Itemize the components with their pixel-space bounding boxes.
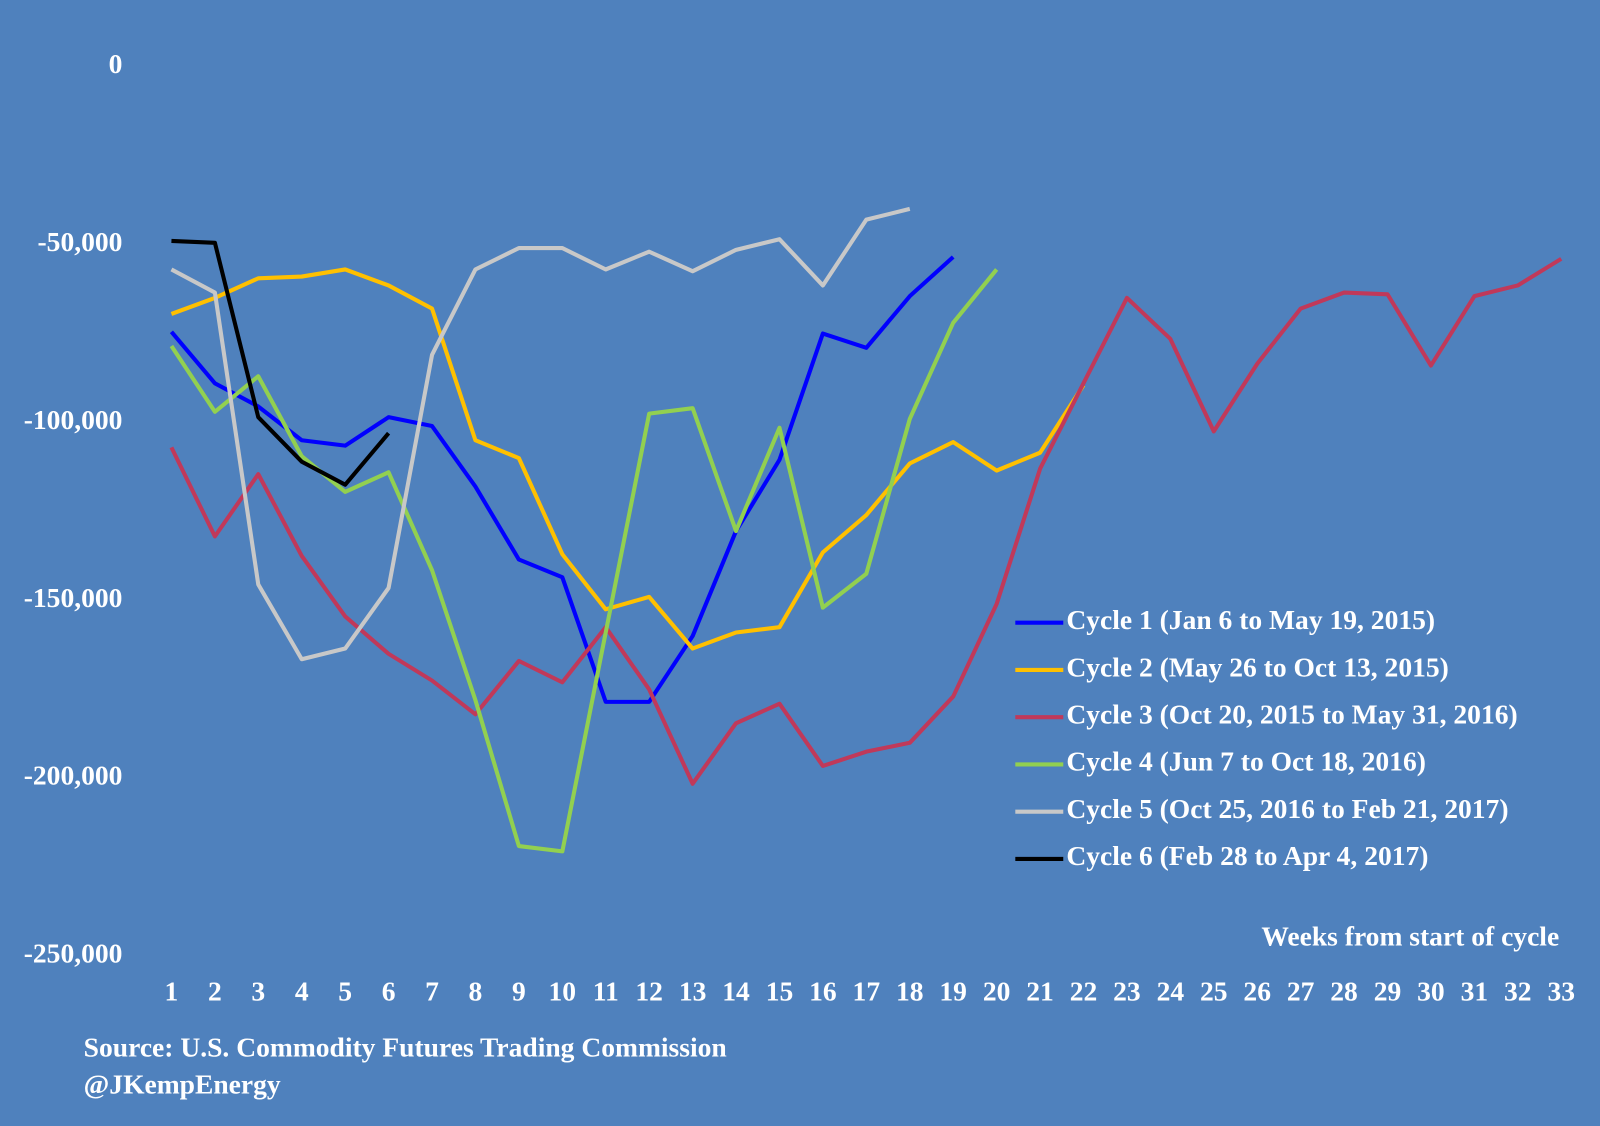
x-tick-label: 14: [722, 975, 750, 1006]
x-tick-label: 18: [896, 975, 924, 1006]
legend-label: Cycle 4 (Jun 7 to Oct 18, 2016): [1066, 746, 1426, 777]
x-tick-label: 29: [1374, 975, 1402, 1006]
y-tick-label: -200,000: [24, 760, 123, 791]
x-tick-label: 9: [512, 975, 526, 1006]
series-line: [170, 206, 911, 662]
y-tick-label: -50,000: [38, 226, 123, 257]
series-line: [169, 257, 1563, 786]
series-line: [171, 238, 391, 487]
legend-label: Cycle 3 (Oct 20, 2015 to May 31, 2016): [1066, 699, 1517, 730]
legend-label: Cycle 1 (Jan 6 to May 19, 2015): [1066, 604, 1435, 635]
credit: @JKempEnergy: [84, 1068, 281, 1099]
x-tick-label: 8: [469, 975, 483, 1006]
x-tick-label: 16: [809, 975, 837, 1006]
x-tick-label: 20: [983, 975, 1011, 1006]
x-tick-label: 7: [425, 975, 439, 1006]
x-tick-label: 15: [766, 975, 794, 1006]
legend-label: Cycle 5 (Oct 25, 2016 to Feb 21, 2017): [1066, 793, 1508, 824]
x-tick-label: 26: [1243, 975, 1271, 1006]
y-tick-label: 0: [109, 48, 123, 79]
x-tick-label: 31: [1461, 975, 1489, 1006]
series-line: [169, 255, 955, 704]
x-tick-label: 10: [549, 975, 577, 1006]
x-tick-label: 25: [1200, 975, 1228, 1006]
x-tick-label: 5: [338, 975, 352, 1006]
x-tick-label: 3: [251, 975, 265, 1006]
x-tick-label: 24: [1157, 975, 1185, 1006]
legend-label: Cycle 6 (Feb 28 to Apr 4, 2017): [1066, 840, 1428, 871]
x-tick-label: 17: [853, 975, 881, 1006]
series-line: [169, 268, 999, 854]
x-tick-label: 28: [1330, 975, 1358, 1006]
x-axis-label: Weeks from start of cycle: [1261, 920, 1559, 951]
x-tick-label: 4: [295, 975, 309, 1006]
series-line: [170, 267, 1086, 651]
y-tick-label: -150,000: [24, 582, 123, 613]
x-tick-label: 19: [939, 975, 967, 1006]
x-tick-label: 2: [208, 975, 222, 1006]
x-tick-label: 13: [679, 975, 707, 1006]
x-tick-label: 27: [1287, 975, 1315, 1006]
x-tick-label: 33: [1547, 975, 1575, 1006]
y-tick-label: -250,000: [24, 938, 123, 969]
x-tick-label: 30: [1417, 975, 1445, 1006]
x-tick-label: 21: [1026, 975, 1054, 1006]
y-tick-label: -100,000: [24, 404, 123, 435]
x-tick-label: 11: [593, 975, 619, 1006]
x-tick-label: 1: [165, 975, 179, 1006]
source: Source: U.S. Commodity Futures Trading C…: [84, 1032, 727, 1063]
x-tick-label: 23: [1113, 975, 1141, 1006]
x-tick-label: 32: [1504, 975, 1532, 1006]
legend-label: Cycle 2 (May 26 to Oct 13, 2015): [1066, 651, 1449, 682]
x-tick-label: 6: [382, 975, 396, 1006]
x-tick-label: 22: [1070, 975, 1098, 1006]
x-tick-label: 12: [635, 975, 663, 1006]
